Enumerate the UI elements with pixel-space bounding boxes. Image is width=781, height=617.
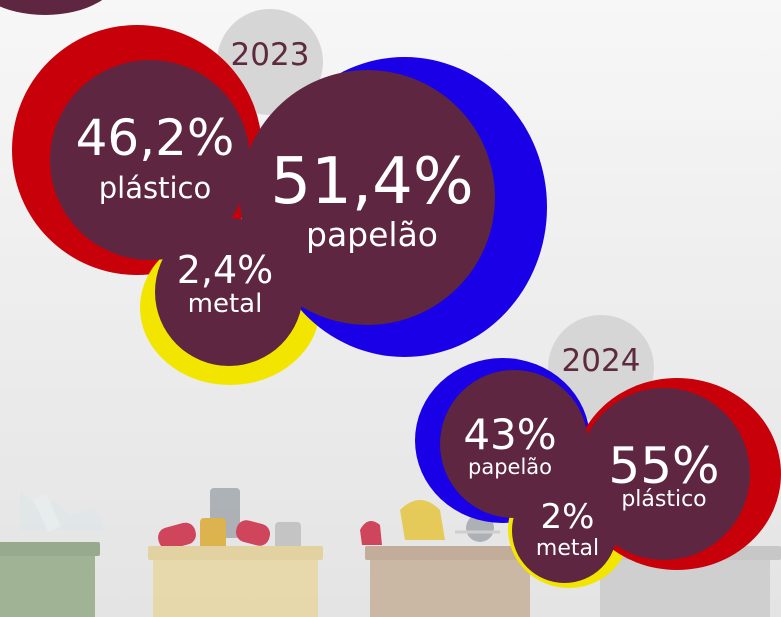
cardboard-label: papelão: [306, 215, 438, 254]
plastic-label: plástico: [98, 171, 212, 205]
metal-label: metal: [535, 536, 600, 561]
year-label: 2023: [230, 37, 310, 73]
corner-decoration: [0, 0, 120, 15]
metal-disc: [512, 478, 617, 583]
plastic-label: plástico: [621, 487, 707, 512]
cardboard-label: papelão: [468, 455, 552, 479]
metal-label: metal: [187, 289, 263, 319]
year-label: 2024: [561, 343, 641, 379]
organic-bin-icon: [360, 500, 535, 617]
metal-percent: 2,4%: [176, 248, 274, 292]
plastic-percent: 55%: [608, 437, 720, 495]
metal-disc: [155, 218, 303, 366]
cardboard-percent: 51,4%: [270, 145, 474, 219]
metal-bin-icon: [148, 488, 323, 617]
recycling-bins-illustration: [0, 488, 781, 617]
metal-percent: 2%: [540, 497, 595, 537]
cardboard-percent: 43%: [463, 410, 557, 459]
glass-bin-icon: [0, 490, 105, 617]
plastic-percent: 46,2%: [75, 109, 235, 167]
